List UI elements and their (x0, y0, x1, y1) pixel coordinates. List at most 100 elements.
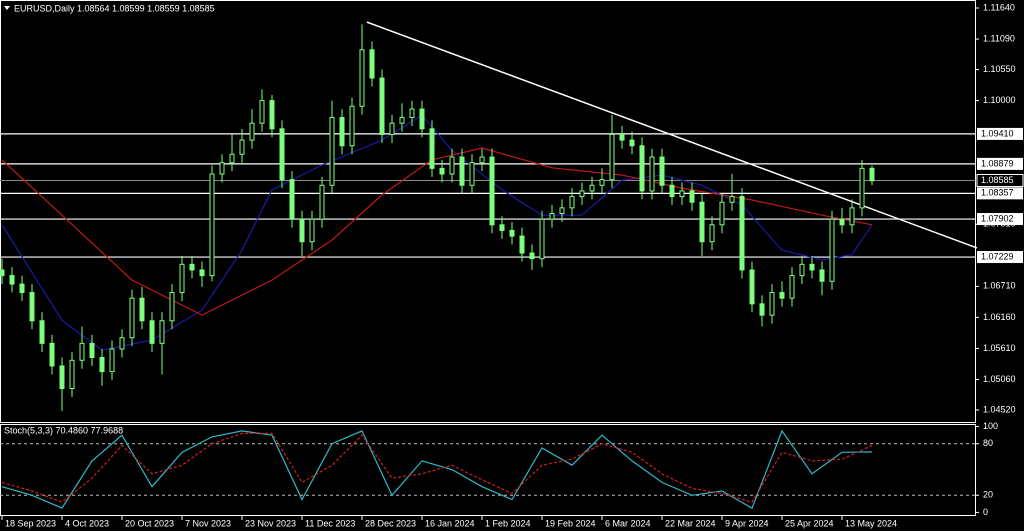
line-series (1, 114, 873, 351)
y-tick-label: 1.06710 (983, 281, 1016, 291)
level-label: 1.09410 (981, 128, 1014, 138)
y-tick-label: 1.11640 (983, 2, 1015, 12)
chart-title: EURUSD,Daily 1.08564 1.08599 1.08559 1.0… (14, 3, 215, 13)
candle-body (599, 179, 605, 186)
level-label: 1.07902 (981, 213, 1014, 223)
candle-body (549, 213, 555, 220)
x-tick-label: 20 Oct 2023 (125, 518, 174, 528)
candle-body (89, 342, 95, 358)
candle-body (169, 292, 175, 322)
candle-body (669, 184, 675, 198)
candle-body (119, 337, 125, 350)
candle-body (389, 122, 395, 135)
candle-body (209, 173, 215, 277)
candle-body (249, 122, 255, 141)
candle-body (779, 292, 785, 299)
level-label-box (977, 251, 1023, 264)
candle-body (69, 359, 75, 390)
candle-body (219, 162, 225, 175)
level-label-box (977, 157, 1023, 170)
candle-body (499, 224, 505, 231)
x-tick-label: 9 Apr 2024 (725, 518, 769, 528)
level-label: 1.08357 (981, 188, 1014, 198)
level-label-box (977, 187, 1023, 200)
menu-triangle (4, 6, 10, 10)
candle-body (769, 292, 775, 316)
candle-body (349, 105, 355, 147)
candle-body (419, 108, 425, 130)
candle-body (759, 303, 765, 316)
candle-body (589, 184, 595, 192)
candle-body (649, 156, 655, 192)
x-tick-label: 11 Dec 2023 (305, 518, 355, 528)
candle-body (99, 356, 105, 373)
x-tick-label: 19 Feb 2024 (545, 518, 596, 528)
y-tick-label: 1.10000 (983, 95, 1016, 105)
candle-body (59, 365, 65, 390)
candle-body (289, 179, 295, 220)
candle-body (479, 156, 485, 164)
candle-body (859, 167, 865, 209)
candle-body (369, 49, 375, 79)
y-tick-label: 1.11090 (983, 33, 1015, 43)
line-series (1, 429, 873, 509)
candle-body (809, 263, 815, 271)
candle-body (19, 283, 25, 294)
candle-body (679, 190, 685, 198)
candle-body (439, 167, 445, 175)
candle-body (619, 133, 625, 141)
candle-body (229, 153, 235, 164)
level-label-box (977, 213, 1023, 226)
candle-body (569, 196, 575, 209)
candle-body (179, 263, 185, 294)
y-tick-label: 1.04520 (983, 404, 1016, 414)
candle-body (29, 292, 35, 322)
y-tick-label: 100 (983, 421, 998, 431)
candle-body (699, 201, 705, 243)
candle-body (529, 252, 535, 260)
candle-body (829, 218, 835, 282)
candle-body (159, 320, 165, 344)
x-tick-label: 7 Nov 2023 (185, 518, 231, 528)
candle-body (729, 196, 735, 203)
candle-body (409, 108, 415, 119)
x-tick-label: 25 Apr 2024 (785, 518, 834, 528)
candle-body (469, 162, 475, 186)
candle-body (539, 218, 545, 260)
level-label: 1.08879 (981, 158, 1014, 168)
candle-body (789, 275, 795, 299)
x-tick-label: 18 Sep 2023 (5, 518, 56, 528)
candle-body (189, 263, 195, 271)
trendline (366, 21, 978, 249)
candle-body (279, 128, 285, 181)
x-tick-label: 6 Mar 2024 (605, 518, 651, 528)
candle-body (509, 229, 515, 237)
candle-body (199, 269, 205, 277)
candle-body (639, 145, 645, 192)
main-panel-border (0, 0, 976, 423)
candle-body (429, 128, 435, 169)
x-tick-label: 28 Dec 2023 (365, 518, 416, 528)
y-tick-label: 1.10550 (983, 64, 1016, 74)
candle-body (299, 218, 305, 243)
current-price-label: 1.08585 (981, 175, 1014, 185)
y-tick-label: 1.06160 (983, 312, 1016, 322)
candle-body (359, 49, 365, 107)
candle-body (49, 342, 55, 367)
stoch-panel-border (0, 424, 976, 516)
candle-body (459, 156, 465, 186)
candle-body (259, 100, 265, 124)
candle-body (449, 156, 455, 175)
candle-body (239, 139, 245, 155)
candle-body (339, 117, 345, 147)
candle-body (709, 224, 715, 243)
candle-body (379, 77, 385, 135)
y-tick-label: 80 (983, 438, 993, 448)
x-tick-label: 16 Jan 2024 (425, 518, 475, 528)
candle-body (739, 196, 745, 271)
candle-body (519, 235, 525, 254)
candle-body (869, 167, 875, 182)
candle-body (489, 156, 495, 226)
